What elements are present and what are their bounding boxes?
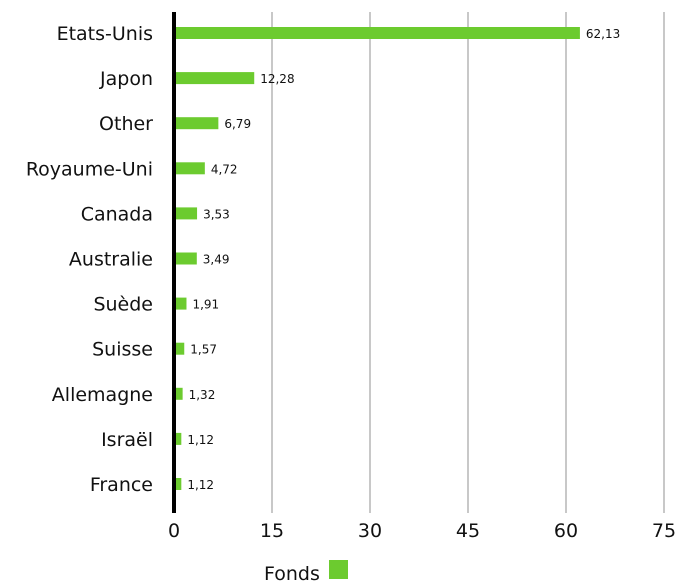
- legend-swatch: [328, 560, 348, 579]
- data-labels: 62,13 12,28 6,79 4,72 3,53 3,49 1,91 1,57 1,32 1,…: [187, 27, 620, 492]
- category-label: Royaume-Uni: [26, 158, 153, 180]
- bar: [174, 72, 255, 85]
- data-label: 1,12: [187, 433, 214, 447]
- category-label: Suisse: [92, 339, 153, 361]
- data-label: 1,57: [190, 343, 217, 357]
- category-label: France: [90, 474, 153, 496]
- legend: Fonds: [264, 560, 348, 585]
- x-tick-label: 75: [652, 520, 676, 542]
- bar: [174, 27, 580, 39]
- category-label: Allemagne: [52, 384, 153, 406]
- category-label: Israël: [101, 429, 153, 451]
- data-label: 6,79: [224, 117, 251, 131]
- category-label: Etats-Unis: [57, 23, 153, 45]
- category-label: Suède: [93, 294, 153, 316]
- x-tick-label: 15: [260, 520, 284, 542]
- category-label: Japon: [99, 68, 153, 90]
- legend-label: Fonds: [264, 563, 320, 585]
- x-tick-label: 60: [554, 520, 578, 542]
- category-labels: Etats-Unis Japon Other Royaume-Uni Canada Aus…: [26, 23, 153, 496]
- bar: [174, 478, 182, 490]
- data-label: 3,49: [203, 253, 230, 267]
- category-label: Canada: [81, 203, 153, 225]
- data-label: 1,12: [187, 478, 214, 492]
- bar: [174, 117, 219, 130]
- gridlines: [271, 12, 665, 513]
- bar: [174, 387, 183, 400]
- bar: [174, 252, 197, 265]
- bar: [174, 297, 187, 310]
- x-axis-ticks: 0 15 30 45 60 75: [168, 520, 676, 542]
- x-tick-label: 30: [358, 520, 382, 542]
- data-label: 3,53: [203, 207, 230, 221]
- bar: [174, 162, 205, 175]
- data-label: 1,91: [192, 298, 219, 312]
- x-tick-label: 45: [456, 520, 480, 542]
- bars: [174, 27, 580, 490]
- bar: [174, 207, 198, 220]
- bar-chart: Etats-Unis Japon Other Royaume-Uni Canada Aus…: [26, 12, 676, 542]
- category-label: Other: [99, 113, 153, 135]
- category-label: Australie: [69, 249, 153, 271]
- bar: [174, 432, 182, 445]
- x-tick-label: 0: [168, 520, 180, 542]
- data-label: 4,72: [211, 162, 238, 176]
- data-label: 1,32: [189, 388, 216, 402]
- data-label: 62,13: [586, 27, 620, 41]
- bar: [174, 342, 185, 355]
- data-label: 12,28: [260, 72, 294, 86]
